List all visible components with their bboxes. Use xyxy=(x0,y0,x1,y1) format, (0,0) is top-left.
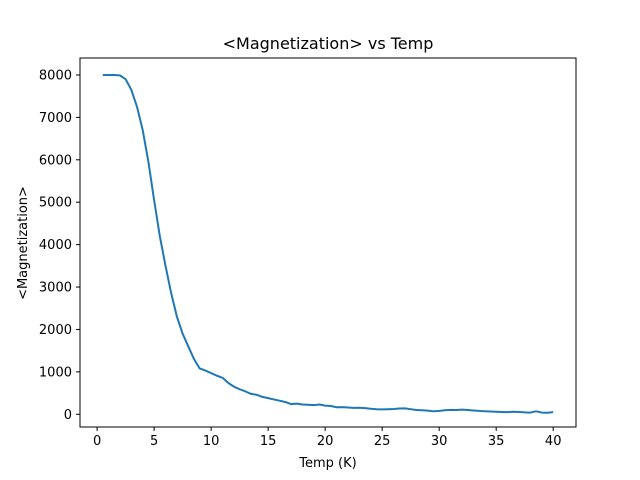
y-tick-label: 5000 xyxy=(39,196,72,211)
x-tick-label: 20 xyxy=(317,434,334,449)
x-axis-title: Temp (K) xyxy=(298,456,356,471)
x-tick-label: 35 xyxy=(488,434,505,449)
magnetization-series-line xyxy=(102,73,554,414)
chart-title: <Magnetization> vs Temp xyxy=(223,34,434,53)
x-tick-label: 0 xyxy=(93,434,101,449)
y-tick-label: 2000 xyxy=(39,323,72,338)
y-tick-label: 4000 xyxy=(39,238,72,253)
x-tick-label: 5 xyxy=(150,434,158,449)
y-tick-label: 3000 xyxy=(39,281,72,296)
y-tick-label: 6000 xyxy=(39,153,72,168)
y-tick-label: 0 xyxy=(64,408,72,423)
y-tick-label: 1000 xyxy=(39,365,72,380)
x-tick-label: 10 xyxy=(203,434,220,449)
x-tick-label: 40 xyxy=(545,434,562,449)
y-tick-label: 7000 xyxy=(39,111,72,126)
x-tick-label: 15 xyxy=(260,434,277,449)
plot-frame xyxy=(79,57,577,428)
x-tick-label: 30 xyxy=(431,434,448,449)
x-tick-label: 25 xyxy=(374,434,391,449)
y-tick-label: 8000 xyxy=(39,68,72,83)
y-axis-title: <Magnetization> xyxy=(16,186,31,300)
